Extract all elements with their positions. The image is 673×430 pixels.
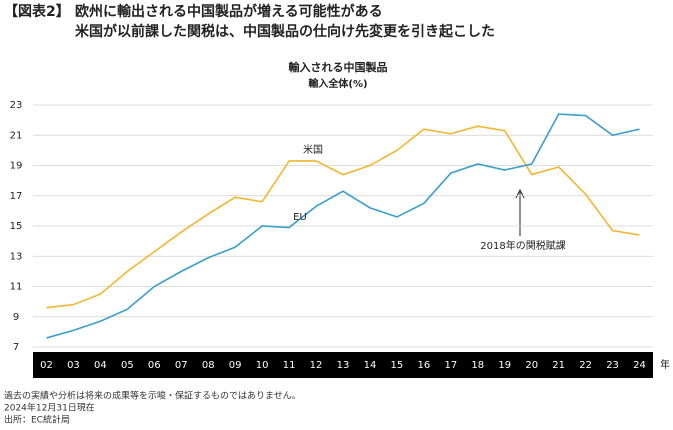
x-tick-label: 17 <box>444 360 457 371</box>
footnote: 2024年12月31日現在 <box>4 402 95 414</box>
chart-subtitle: 輸入全体(%) <box>308 77 367 90</box>
series-label: EU <box>293 212 307 223</box>
heading: 欧州に輸出される中国製品が増える可能性がある <box>75 3 383 20</box>
x-tick-label: 22 <box>579 360 592 371</box>
x-tick-label: 13 <box>337 360 350 371</box>
figure-label: 【図表2】 <box>4 3 70 20</box>
x-tick-label: 02 <box>40 360 53 371</box>
x-axis-unit: 年 <box>660 358 670 371</box>
x-tick-label: 20 <box>525 360 538 371</box>
y-tick-label: 11 <box>10 282 23 293</box>
x-tick-label: 03 <box>67 360 80 371</box>
x-tick-label: 08 <box>202 360 215 371</box>
x-tick-label: 19 <box>498 360 511 371</box>
x-tick-label: 16 <box>418 360 431 371</box>
x-tick-label: 21 <box>552 360 565 371</box>
y-tick-label: 15 <box>10 221 23 232</box>
x-tick-label: 18 <box>471 360 484 371</box>
chart-title: 輸入される中国製品 <box>289 60 388 74</box>
series-label: 米国 <box>303 143 323 156</box>
annotation: 2018年の関税賦課 <box>480 239 565 252</box>
x-tick-label: 05 <box>121 360 134 371</box>
y-tick-label: 13 <box>10 251 23 262</box>
x-tick-label: 09 <box>229 360 242 371</box>
x-tick-label: 04 <box>94 360 107 371</box>
series-line <box>46 113 640 339</box>
y-tick-label: 7 <box>13 342 19 353</box>
y-tick-label: 9 <box>13 312 19 323</box>
y-tick-label: 19 <box>10 161 23 172</box>
y-tick-label: 21 <box>10 130 23 141</box>
x-tick-label: 11 <box>283 360 296 371</box>
annotation-arrowhead <box>515 188 525 199</box>
series-line <box>46 125 640 309</box>
footnote: 過去の実績や分析は将来の成果等を示唆・保証するものではありません。 <box>4 390 301 402</box>
x-tick-label: 12 <box>310 360 323 371</box>
x-tick-label: 14 <box>364 360 377 371</box>
x-tick-label: 24 <box>633 360 646 371</box>
x-tick-label: 07 <box>175 360 188 371</box>
x-tick-label: 06 <box>148 360 161 371</box>
footnote: 出所：EC統計局 <box>4 414 70 426</box>
x-tick-label: 23 <box>606 360 619 371</box>
x-axis-band <box>33 352 653 378</box>
y-tick-label: 23 <box>10 100 23 111</box>
x-tick-label: 10 <box>256 360 269 371</box>
x-tick-label: 15 <box>391 360 404 371</box>
subheading: 米国が以前課した関税は、中国製品の仕向け先変更を引き起こした <box>75 23 495 40</box>
y-tick-label: 17 <box>10 191 23 202</box>
